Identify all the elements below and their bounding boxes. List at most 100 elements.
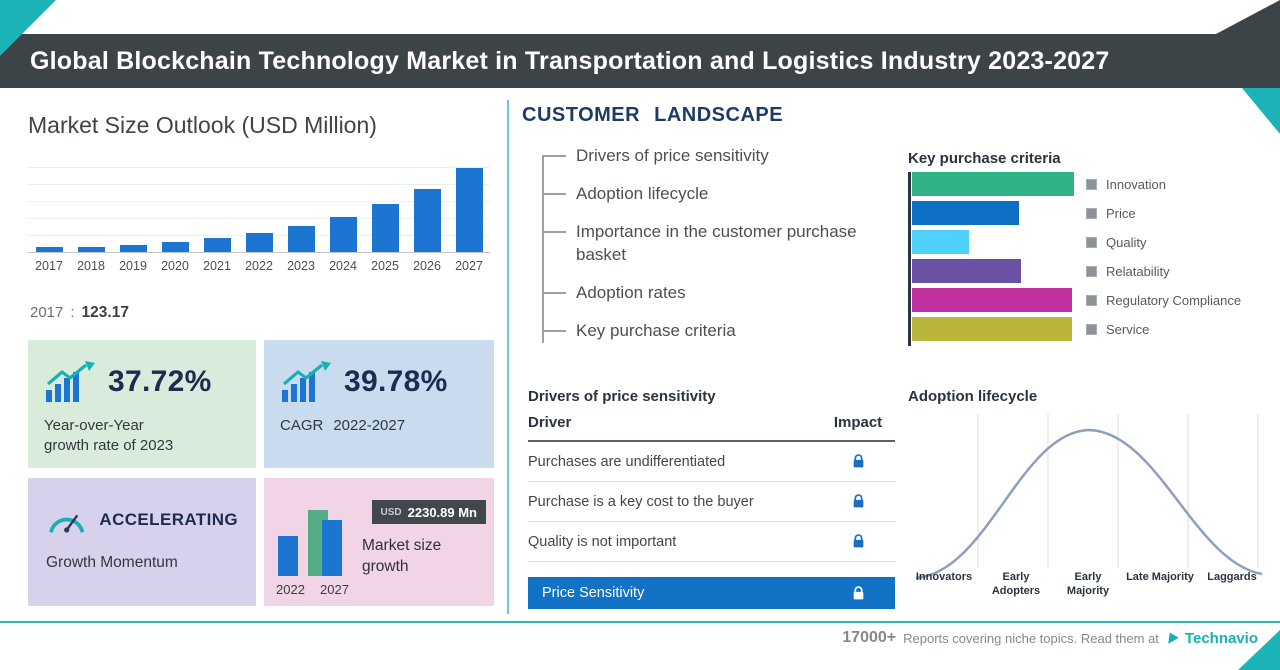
kpc-bar bbox=[912, 230, 969, 254]
kpc-bar bbox=[912, 172, 1074, 196]
footer-tagline: Reports covering niche topics. Read them… bbox=[903, 630, 1159, 646]
price-sensitivity-label: Price Sensitivity bbox=[542, 585, 645, 601]
growth-label-line1: Market size bbox=[362, 537, 442, 554]
title-bar: Global Blockchain Technology Market in T… bbox=[0, 34, 1280, 88]
driver-row: Quality is not important bbox=[528, 522, 895, 562]
landscape-item: Drivers of price sensitivity bbox=[534, 144, 882, 167]
growth-year-labels: 2022 2027 bbox=[276, 582, 376, 598]
market-bar bbox=[287, 226, 315, 252]
market-bar bbox=[455, 168, 483, 252]
bell-curve-path bbox=[915, 428, 1263, 580]
market-year-label: 2025 bbox=[371, 259, 399, 273]
cagr-period: 2022-2027 bbox=[333, 417, 406, 434]
growth-amount: 2230.89 Mn bbox=[407, 504, 477, 520]
adoption-gridlines bbox=[977, 414, 1259, 568]
market-year-label: 2023 bbox=[287, 259, 315, 273]
adoption-curve bbox=[915, 414, 1263, 580]
market-year-label: 2024 bbox=[329, 259, 357, 273]
landscape-item: Key purchase criteria bbox=[534, 319, 882, 342]
cagr-card: 39.78% CAGR 2022-2027 bbox=[264, 340, 494, 468]
kpc-bar bbox=[912, 259, 1021, 283]
legend-marker-icon bbox=[1086, 265, 1097, 277]
footer: 17000+ Reports covering niche topics. Re… bbox=[842, 629, 1258, 647]
yoy-value-row: 37.72% bbox=[44, 360, 240, 404]
kpc-bar bbox=[912, 201, 1019, 225]
market-year-label: 2022 bbox=[245, 259, 273, 273]
teal-corner-accent-top-left bbox=[0, 0, 56, 56]
growth-bars-arrow-icon bbox=[282, 361, 331, 402]
drivers-table-body: Purchases are undifferentiated Purchase i… bbox=[528, 442, 895, 562]
drivers-table-header: Driver Impact bbox=[528, 414, 895, 442]
market-year-labels: 2017 2018 2019 2020 2021 2022 2023 2024 2025 2026… bbox=[28, 253, 490, 273]
lock-icon bbox=[853, 534, 863, 548]
stat-cards: 37.72% Year-over-Year growth rate of 202… bbox=[28, 340, 494, 606]
kpc-legend-label: Price bbox=[1106, 205, 1136, 221]
adoption-stage-label: Early Adopters bbox=[991, 571, 1041, 598]
yoy-label-line1: Year-over-Year bbox=[44, 417, 144, 434]
growth-label-line2: growth bbox=[362, 557, 409, 575]
footer-divider bbox=[0, 621, 1280, 623]
technavio-wordmark: Technavio bbox=[1184, 629, 1258, 647]
adoption-stages: Innovators Early Adopters Early Majority La… bbox=[908, 570, 1270, 599]
impact-column-header: Impact bbox=[833, 414, 883, 431]
momentum-status: ACCELERATING bbox=[99, 510, 238, 529]
driver-name: Purchase is a key cost to the buyer bbox=[528, 493, 754, 510]
market-size-title: Market Size Outlook (USD Million) bbox=[28, 112, 377, 138]
driver-name: Purchases are undifferentiated bbox=[528, 453, 726, 470]
kpc-legend-item: Regulatory Compliance bbox=[1086, 288, 1241, 312]
market-size-chart-area: 2017 2018 2019 2020 2021 2022 2023 2024 2025 2026… bbox=[28, 166, 490, 273]
driver-name: Quality is not important bbox=[528, 533, 677, 550]
market-bar bbox=[329, 217, 357, 252]
base-year-value: 2017:123.17 bbox=[30, 304, 129, 322]
kpc-bars bbox=[908, 172, 1074, 346]
kpc-legend-item: Quality bbox=[1086, 230, 1241, 254]
legend-marker-icon bbox=[1086, 207, 1097, 219]
adoption-stage-label: Late Majority bbox=[1126, 571, 1194, 583]
adoption-stage-label: Laggards bbox=[1207, 571, 1257, 583]
adoption-stage-label: Innovators bbox=[915, 571, 973, 583]
adoption-lifecycle-title: Adoption lifecycle bbox=[908, 388, 1038, 405]
price-sensitivity-row: Price Sensitivity bbox=[528, 577, 895, 609]
market-year-label: 2026 bbox=[413, 259, 441, 273]
lock-icon bbox=[853, 494, 863, 508]
momentum-subtitle: Growth Momentum bbox=[46, 554, 178, 571]
kpc-legend-item: Relatability bbox=[1086, 259, 1241, 283]
currency-label: USD bbox=[380, 506, 402, 518]
teal-edge-accent-right bbox=[1242, 88, 1280, 134]
customer-landscape-title: CUSTOMER LANDSCAPE bbox=[522, 104, 784, 126]
growth-card-label: Market size growth bbox=[362, 536, 441, 578]
market-bars bbox=[28, 166, 490, 253]
market-bar bbox=[413, 189, 441, 252]
driver-column-header: Driver bbox=[528, 414, 572, 431]
growth-momentum-card: ACCELERATING Growth Momentum bbox=[28, 478, 256, 606]
price-sensitivity-impact bbox=[821, 585, 895, 601]
market-bar bbox=[35, 247, 63, 252]
landscape-item: Importance in the customer purchase bask… bbox=[534, 220, 882, 266]
customer-landscape-list: Drivers of price sensitivity Adoption lif… bbox=[534, 144, 882, 357]
yoy-growth-value: 37.72% bbox=[108, 365, 212, 398]
kpc-legend-item: Price bbox=[1086, 201, 1241, 225]
market-bar bbox=[161, 242, 189, 252]
adoption-stage-label: Early Majority bbox=[1066, 571, 1110, 598]
growth-bar-2027 bbox=[322, 520, 342, 576]
legend-marker-icon bbox=[1086, 294, 1097, 306]
growth-end-year: 2027 bbox=[320, 582, 349, 597]
lock-icon bbox=[853, 454, 863, 468]
kpc-legend: Innovation Price Quality Relatability Regula… bbox=[1086, 172, 1241, 346]
technavio-triangle-icon bbox=[1168, 632, 1179, 644]
report-count: 17000+ bbox=[842, 629, 897, 646]
yoy-growth-label: Year-over-Year growth rate of 2023 bbox=[44, 416, 240, 457]
kpc-legend-label: Innovation bbox=[1106, 176, 1166, 192]
adoption-lifecycle-chart: Innovators Early Adopters Early Majority La… bbox=[908, 410, 1270, 608]
lock-icon bbox=[853, 585, 863, 599]
market-bar bbox=[119, 245, 147, 252]
kpc-legend-label: Regulatory Compliance bbox=[1106, 292, 1242, 308]
speedometer-icon bbox=[49, 514, 84, 533]
cagr-value: 39.78% bbox=[344, 365, 448, 398]
driver-row: Purchase is a key cost to the buyer bbox=[528, 482, 895, 522]
landscape-item: Adoption lifecycle bbox=[534, 182, 882, 205]
market-size-growth-card: USD 2230.89 Mn Market size growth 2022 2… bbox=[264, 478, 494, 606]
kpc-legend-label: Relatability bbox=[1106, 263, 1170, 279]
base-year-separator: : bbox=[70, 304, 75, 321]
